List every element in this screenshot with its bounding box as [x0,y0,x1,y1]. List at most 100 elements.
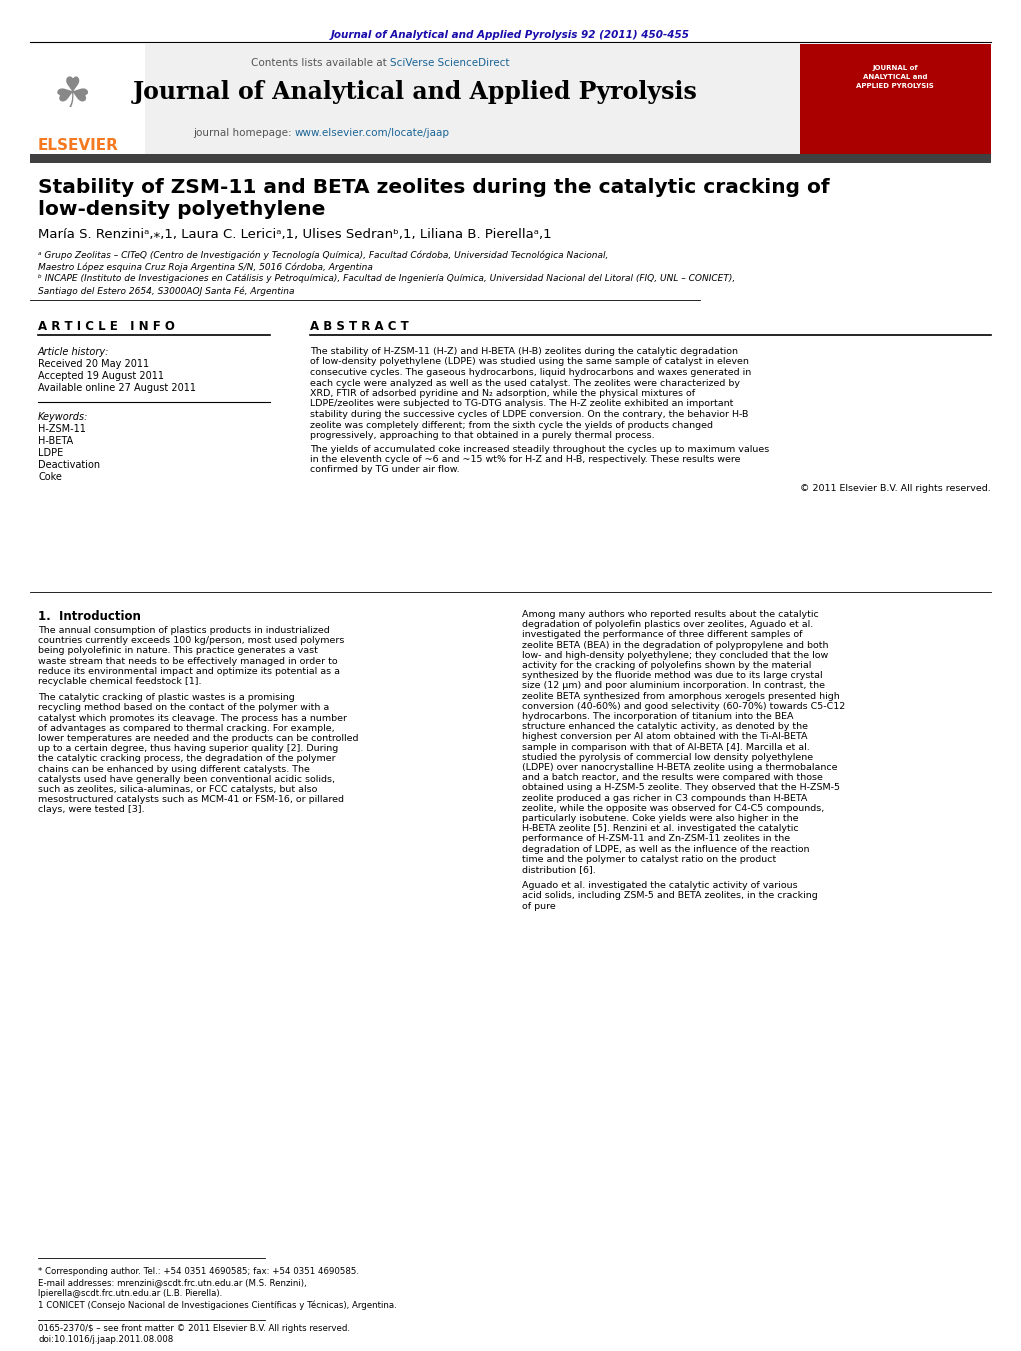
Text: zeolite, while the opposite was observed for C4-C5 compounds,: zeolite, while the opposite was observed… [522,804,824,813]
Text: lpierella@scdt.frc.utn.edu.ar (L.B. Pierella).: lpierella@scdt.frc.utn.edu.ar (L.B. Pier… [38,1289,223,1298]
Text: acid solids, including ZSM-5 and BETA zeolites, in the cracking: acid solids, including ZSM-5 and BETA ze… [522,892,818,900]
Text: degradation of polyolefin plastics over zeolites, Aguado et al.: degradation of polyolefin plastics over … [522,620,814,630]
Text: 1.  Introduction: 1. Introduction [38,611,141,623]
Text: countries currently exceeds 100 kg/person, most used polymers: countries currently exceeds 100 kg/perso… [38,636,344,646]
Text: LDPE: LDPE [38,449,63,458]
Text: zeolite produced a gas richer in C3 compounds than H-BETA: zeolite produced a gas richer in C3 comp… [522,793,808,802]
Text: of pure: of pure [522,901,555,911]
Text: studied the pyrolysis of commercial low density polyethylene: studied the pyrolysis of commercial low … [522,753,813,762]
Text: Contents lists available at: Contents lists available at [251,58,390,68]
Text: Article history:: Article history: [38,347,109,357]
Text: ANALYTICAL and: ANALYTICAL and [863,74,927,80]
Text: highest conversion per Al atom obtained with the Ti-Al-BETA: highest conversion per Al atom obtained … [522,732,808,742]
Text: lower temperatures are needed and the products can be controlled: lower temperatures are needed and the pr… [38,734,358,743]
Text: synthesized by the fluoride method was due to its large crystal: synthesized by the fluoride method was d… [522,671,823,680]
Text: hydrocarbons. The incorporation of titanium into the BEA: hydrocarbons. The incorporation of titan… [522,712,793,721]
Text: structure enhanced the catalytic activity, as denoted by the: structure enhanced the catalytic activit… [522,723,808,731]
Text: ☘: ☘ [53,74,91,116]
Text: Santiago del Estero 2654, S3000AOJ Santa Fé, Argentina: Santiago del Estero 2654, S3000AOJ Santa… [38,286,294,296]
Text: catalyst which promotes its cleavage. The process has a number: catalyst which promotes its cleavage. Th… [38,713,347,723]
Text: H-BETA zeolite [5]. Renzini et al. investigated the catalytic: H-BETA zeolite [5]. Renzini et al. inves… [522,824,798,834]
Bar [30,45,800,154]
Text: María S. Renziniᵃ,⁎,1, Laura C. Lericiᵃ,1, Ulises Sedranᵇ,1, Liliana B. Pierella: María S. Renziniᵃ,⁎,1, Laura C. Lericiᵃ,… [38,228,551,240]
Text: 0165-2370/$ – see front matter © 2011 Elsevier B.V. All rights reserved.: 0165-2370/$ – see front matter © 2011 El… [38,1324,350,1333]
Text: of low-density polyethylene (LDPE) was studied using the same sample of catalyst: of low-density polyethylene (LDPE) was s… [310,358,748,366]
Text: performance of H-ZSM-11 and Zn-ZSM-11 zeolites in the: performance of H-ZSM-11 and Zn-ZSM-11 ze… [522,835,790,843]
Text: confirmed by TG under air flow.: confirmed by TG under air flow. [310,466,459,474]
Text: The catalytic cracking of plastic wastes is a promising: The catalytic cracking of plastic wastes… [38,693,295,703]
Text: © 2011 Elsevier B.V. All rights reserved.: © 2011 Elsevier B.V. All rights reserved… [800,484,991,493]
Text: each cycle were analyzed as well as the used catalyst. The zeolites were charact: each cycle were analyzed as well as the … [310,378,740,388]
Text: 1 CONICET (Consejo Nacional de Investigaciones Científicas y Técnicas), Argentin: 1 CONICET (Consejo Nacional de Investiga… [38,1300,397,1309]
Text: H-ZSM-11: H-ZSM-11 [38,424,86,434]
Text: Journal of Analytical and Applied Pyrolysis 92 (2011) 450-455: Journal of Analytical and Applied Pyroly… [331,30,689,41]
Text: such as zeolites, silica-aluminas, or FCC catalysts, but also: such as zeolites, silica-aluminas, or FC… [38,785,318,794]
Text: journal homepage:: journal homepage: [193,128,295,138]
Text: E-mail addresses: mrenzini@scdt.frc.utn.edu.ar (M.S. Renzini),: E-mail addresses: mrenzini@scdt.frc.utn.… [38,1278,306,1288]
Text: activity for the cracking of polyolefins shown by the material: activity for the cracking of polyolefins… [522,661,812,670]
Text: catalysts used have generally been conventional acidic solids,: catalysts used have generally been conve… [38,775,335,784]
Text: distribution [6].: distribution [6]. [522,865,595,874]
Text: doi:10.1016/j.jaap.2011.08.008: doi:10.1016/j.jaap.2011.08.008 [38,1335,174,1344]
Text: Received 20 May 2011: Received 20 May 2011 [38,359,149,369]
Text: (LDPE) over nanocrystalline H-BETA zeolite using a thermobalance: (LDPE) over nanocrystalline H-BETA zeoli… [522,763,837,771]
Text: low-density polyethylene: low-density polyethylene [38,200,326,219]
Text: waste stream that needs to be effectively managed in order to: waste stream that needs to be effectivel… [38,657,338,666]
Text: investigated the performance of three different samples of: investigated the performance of three di… [522,631,803,639]
Text: being polyolefinic in nature. This practice generates a vast: being polyolefinic in nature. This pract… [38,646,318,655]
Text: recyclable chemical feedstock [1].: recyclable chemical feedstock [1]. [38,677,201,686]
Text: Stability of ZSM-11 and BETA zeolites during the catalytic cracking of: Stability of ZSM-11 and BETA zeolites du… [38,178,830,197]
Text: SciVerse ScienceDirect: SciVerse ScienceDirect [390,58,509,68]
Text: degradation of LDPE, as well as the influence of the reaction: degradation of LDPE, as well as the infl… [522,844,810,854]
Text: Maestro López esquina Cruz Roja Argentina S/N, 5016 Córdoba, Argentina: Maestro López esquina Cruz Roja Argentin… [38,262,373,272]
Text: zeolite BETA (BEA) in the degradation of polypropylene and both: zeolite BETA (BEA) in the degradation of… [522,640,828,650]
Text: conversion (40-60%) and good selectivity (60-70%) towards C5-C12: conversion (40-60%) and good selectivity… [522,701,845,711]
Text: up to a certain degree, thus having superior quality [2]. During: up to a certain degree, thus having supe… [38,744,338,754]
Text: Available online 27 August 2011: Available online 27 August 2011 [38,382,196,393]
Text: reduce its environmental impact and optimize its potential as a: reduce its environmental impact and opti… [38,667,340,676]
Text: mesostructured catalysts such as MCM-41 or FSM-16, or pillared: mesostructured catalysts such as MCM-41 … [38,796,344,804]
Bar [800,45,991,154]
Text: The yields of accumulated coke increased steadily throughout the cycles up to ma: The yields of accumulated coke increased… [310,444,769,454]
Text: The stability of H-ZSM-11 (H-Z) and H-BETA (H-B) zeolites during the catalytic d: The stability of H-ZSM-11 (H-Z) and H-BE… [310,347,738,357]
Text: JOURNAL of: JOURNAL of [872,65,918,72]
Text: Accepted 19 August 2011: Accepted 19 August 2011 [38,372,164,381]
Text: stability during the successive cycles of LDPE conversion. On the contrary, the : stability during the successive cycles o… [310,409,748,419]
Text: Among many authors who reported results about the catalytic: Among many authors who reported results … [522,611,819,619]
Text: obtained using a H-ZSM-5 zeolite. They observed that the H-ZSM-5: obtained using a H-ZSM-5 zeolite. They o… [522,784,840,793]
Text: and a batch reactor, and the results were compared with those: and a batch reactor, and the results wer… [522,773,823,782]
Text: particularly isobutene. Coke yields were also higher in the: particularly isobutene. Coke yields were… [522,815,798,823]
Text: zeolite BETA synthesized from amorphous xerogels presented high: zeolite BETA synthesized from amorphous … [522,692,839,701]
Text: clays, were tested [3].: clays, were tested [3]. [38,805,145,815]
Text: consecutive cycles. The gaseous hydrocarbons, liquid hydrocarbons and waxes gene: consecutive cycles. The gaseous hydrocar… [310,367,751,377]
Text: in the eleventh cycle of ~6 and ~15 wt% for H-Z and H-B, respectively. These res: in the eleventh cycle of ~6 and ~15 wt% … [310,455,740,463]
Text: the catalytic cracking process, the degradation of the polymer: the catalytic cracking process, the degr… [38,754,336,763]
Text: of advantages as compared to thermal cracking. For example,: of advantages as compared to thermal cra… [38,724,335,732]
Bar [30,45,145,154]
Text: ᵃ Grupo Zeolitas – CITeQ (Centro de Investigación y Tecnología Química), Faculta: ᵃ Grupo Zeolitas – CITeQ (Centro de Inve… [38,250,609,259]
Text: ᵇ INCAPE (Instituto de Investigaciones en Catálisis y Petroquímica), Facultad de: ᵇ INCAPE (Instituto de Investigaciones e… [38,274,735,282]
Text: sample in comparison with that of Al-BETA [4]. Marcilla et al.: sample in comparison with that of Al-BET… [522,743,810,751]
Text: Aguado et al. investigated the catalytic activity of various: Aguado et al. investigated the catalytic… [522,881,797,890]
Text: ELSEVIER: ELSEVIER [38,138,118,153]
Text: LDPE/zeolites were subjected to TG-DTG analysis. The H-Z zeolite exhibited an im: LDPE/zeolites were subjected to TG-DTG a… [310,400,733,408]
Text: Journal of Analytical and Applied Pyrolysis: Journal of Analytical and Applied Pyroly… [133,80,697,104]
Text: size (12 μm) and poor aluminium incorporation. In contrast, the: size (12 μm) and poor aluminium incorpor… [522,681,825,690]
Text: * Corresponding author. Tel.: +54 0351 4690585; fax: +54 0351 4690585.: * Corresponding author. Tel.: +54 0351 4… [38,1267,359,1275]
Text: zeolite was completely different; from the sixth cycle the yields of products ch: zeolite was completely different; from t… [310,420,713,430]
Text: The annual consumption of plastics products in industrialized: The annual consumption of plastics produ… [38,626,330,635]
Text: chains can be enhanced by using different catalysts. The: chains can be enhanced by using differen… [38,765,310,774]
Text: A R T I C L E   I N F O: A R T I C L E I N F O [38,320,175,332]
Text: H-BETA: H-BETA [38,436,74,446]
Text: Keywords:: Keywords: [38,412,89,422]
Bar [30,154,991,163]
Text: time and the polymer to catalyst ratio on the product: time and the polymer to catalyst ratio o… [522,855,776,863]
Text: recycling method based on the contact of the polymer with a: recycling method based on the contact of… [38,704,329,712]
Text: APPLIED PYROLYSIS: APPLIED PYROLYSIS [857,82,934,89]
Text: XRD, FTIR of adsorbed pyridine and N₂ adsorption, while the physical mixtures of: XRD, FTIR of adsorbed pyridine and N₂ ad… [310,389,695,399]
Text: www.elsevier.com/locate/jaap: www.elsevier.com/locate/jaap [295,128,450,138]
Text: progressively, approaching to that obtained in a purely thermal process.: progressively, approaching to that obtai… [310,431,654,440]
Text: low- and high-density polyethylene; they concluded that the low: low- and high-density polyethylene; they… [522,651,828,659]
Text: Deactivation: Deactivation [38,459,100,470]
Text: Coke: Coke [38,471,62,482]
